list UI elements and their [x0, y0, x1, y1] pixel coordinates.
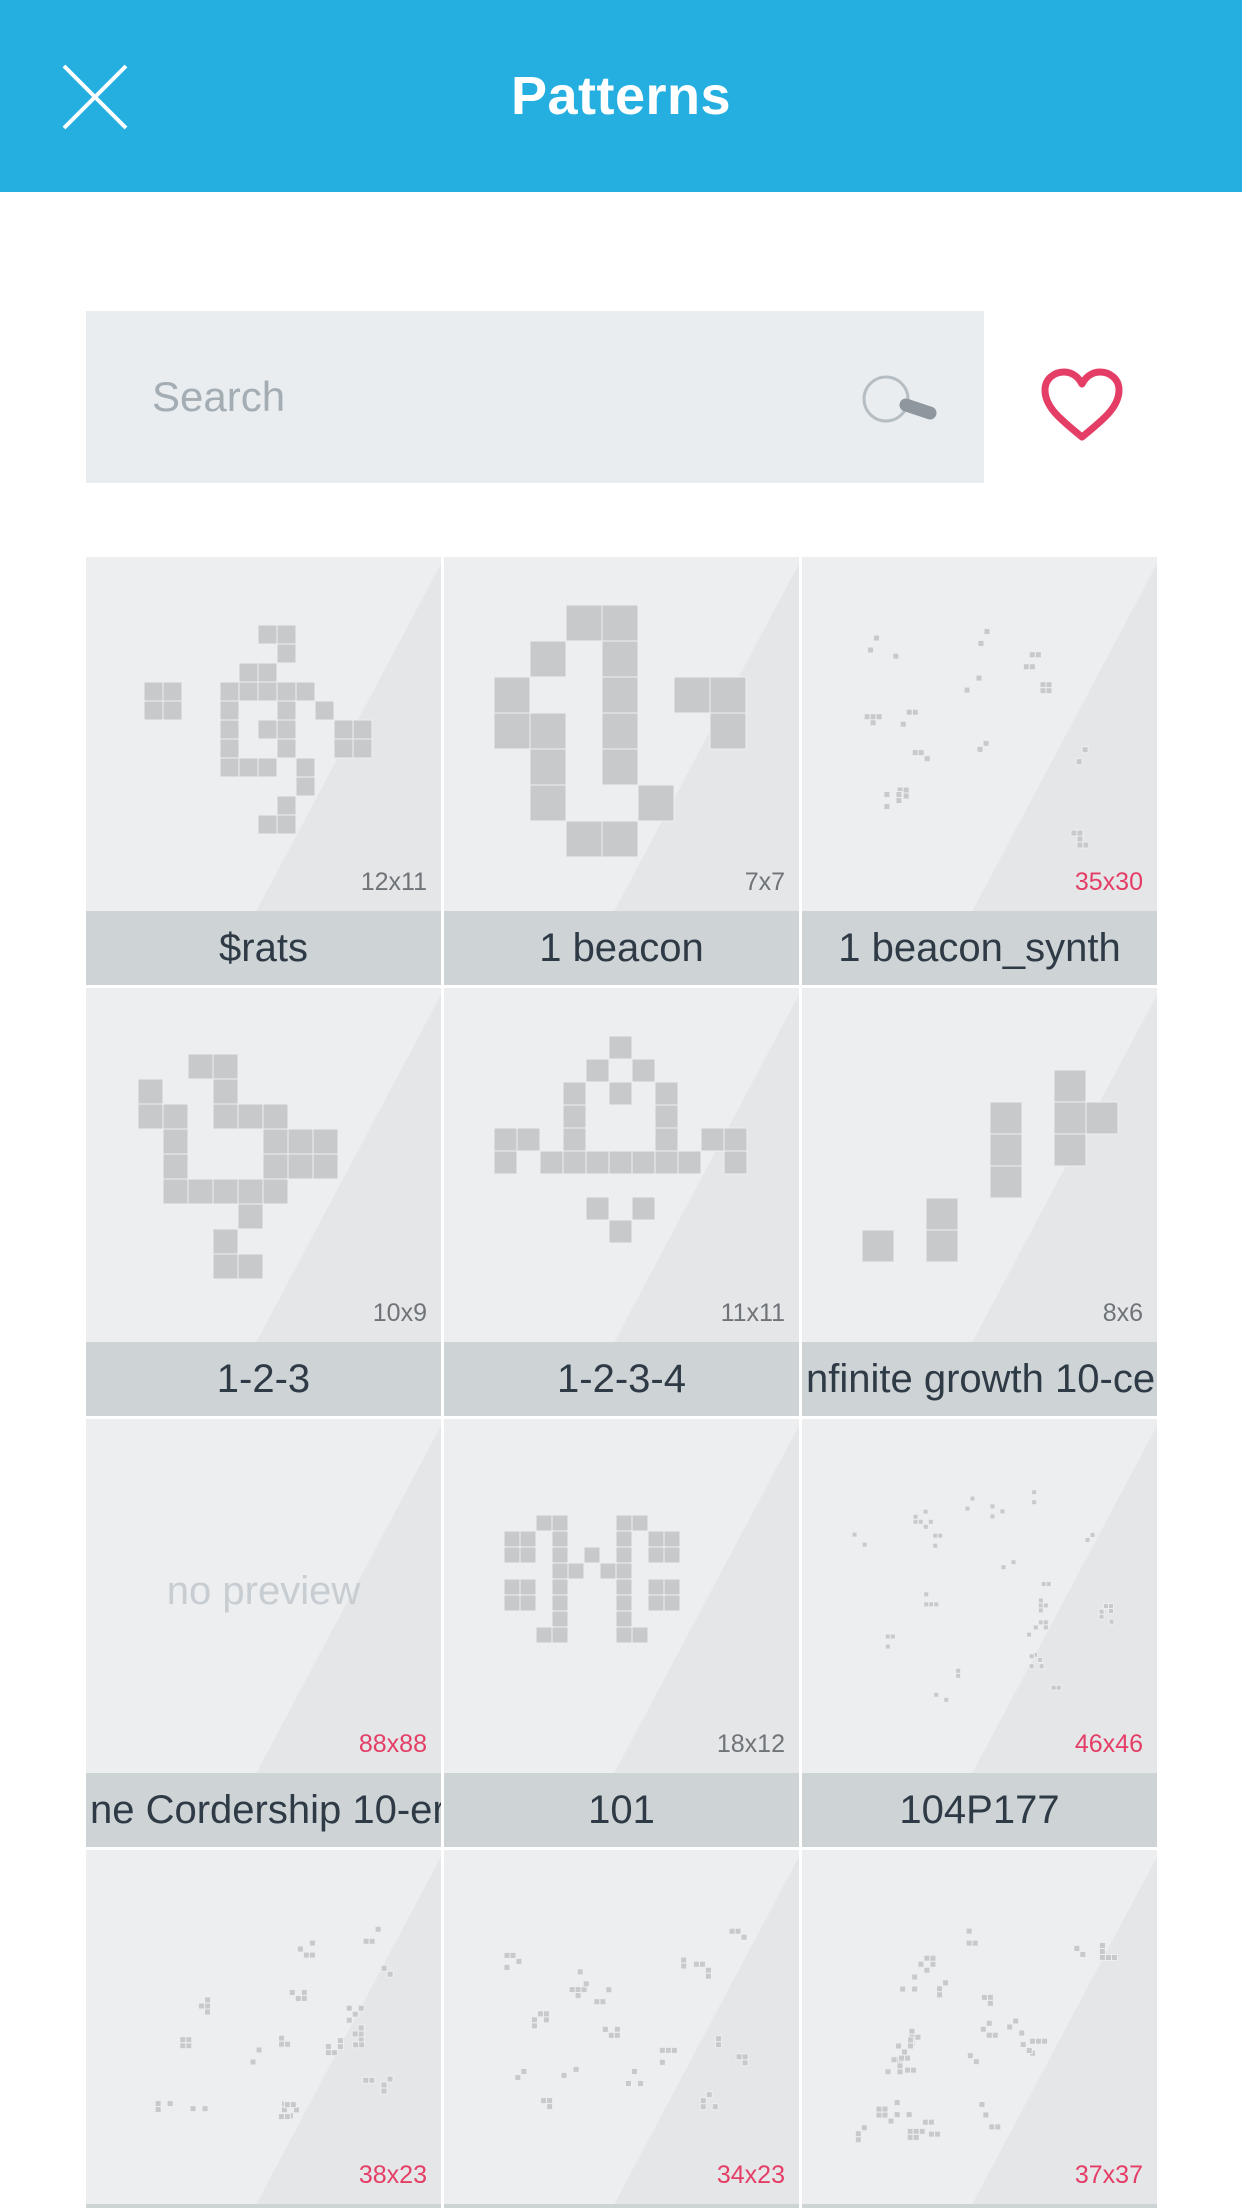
pattern-name: nfinite growth 10-ce — [806, 1357, 1156, 1401]
pattern-cell[interactable]: 38x23 — [86, 1850, 441, 2208]
pattern-thumbnail: 12x11 — [86, 557, 441, 911]
pattern-cell[interactable]: 12x11 $rats — [86, 557, 441, 985]
pattern-name-bar: ne Cordership 10-er — [86, 1773, 441, 1847]
pattern-size-label: 18x12 — [716, 1730, 785, 1758]
pattern-name: 101 — [588, 1788, 655, 1832]
pattern-size-label: 38x23 — [358, 2161, 427, 2189]
pattern-size-label: 35x30 — [1074, 868, 1143, 896]
pattern-thumbnail: 34x23 — [444, 1850, 799, 2204]
no-preview-label: no preview — [166, 1569, 361, 1613]
pattern-name-bar: 1 beacon_synth — [802, 911, 1157, 985]
pattern-name-bar: 1-2-3-4 — [444, 1342, 799, 1416]
pattern-name-bar: 1-2-3 — [86, 1342, 441, 1416]
pattern-preview-image — [854, 1927, 1118, 2144]
pattern-preview-image — [861, 1069, 1119, 1263]
pattern-preview-image — [503, 1514, 681, 1644]
pattern-thumbnail: 7x7 — [444, 557, 799, 911]
page-title: Patterns — [510, 66, 732, 126]
pattern-thumbnail: 10x9 — [86, 988, 441, 1342]
pattern-name: ne Cordership 10-er — [90, 1788, 441, 1832]
pattern-size-label: 34x23 — [716, 2161, 785, 2189]
pattern-name-bar: 104P177 — [802, 1773, 1157, 1847]
pattern-cell[interactable]: no preview 88x88 ne Cordership 10-er — [86, 1419, 441, 1847]
pattern-thumbnail: 46x46 — [802, 1419, 1157, 1773]
pattern-preview-image — [154, 1925, 394, 2121]
pattern-cell[interactable]: 8x6 nfinite growth 10-ce — [802, 988, 1157, 1416]
pattern-thumbnail: 38x23 — [86, 1850, 441, 2204]
search-input[interactable] — [152, 361, 852, 433]
pattern-preview-image — [137, 1053, 339, 1280]
pattern-cell[interactable]: 11x11 1-2-3-4 — [444, 988, 799, 1416]
pattern-name-bar: $rats — [86, 911, 441, 985]
close-icon — [62, 64, 128, 130]
search-icon[interactable] — [860, 371, 944, 427]
pattern-name: $rats — [219, 926, 308, 970]
pattern-name-bar — [86, 2204, 441, 2208]
pattern-name — [444, 2204, 799, 2208]
pattern-size-label: 37x37 — [1074, 2161, 1143, 2189]
pattern-name: 104P177 — [899, 1788, 1060, 1832]
pattern-size-label: 10x9 — [372, 1299, 427, 1327]
pattern-size-label: 88x88 — [358, 1730, 427, 1758]
pattern-cell[interactable]: 18x12 101 — [444, 1419, 799, 1847]
search-box[interactable] — [86, 311, 984, 483]
pattern-thumbnail: no preview 88x88 — [86, 1419, 441, 1773]
pattern-preview-image — [851, 1489, 1115, 1703]
pattern-cell[interactable]: 46x46 104P177 — [802, 1419, 1157, 1847]
pattern-size-label: 46x46 — [1074, 1730, 1143, 1758]
pattern-thumbnail: 35x30 — [802, 557, 1157, 911]
pattern-name — [86, 2204, 441, 2208]
pattern-thumbnail: 8x6 — [802, 988, 1157, 1342]
pattern-preview-image — [503, 1927, 749, 2111]
pattern-thumbnail: 37x37 — [802, 1850, 1157, 2204]
pattern-size-label: 8x6 — [1102, 1299, 1143, 1327]
pattern-name-bar: nfinite growth 10-ce — [802, 1342, 1157, 1416]
pattern-name-bar: 1 beacon — [444, 911, 799, 985]
pattern-grid: 12x11 $rats 7x7 1 beacon 35x30 1 beacon_synth… — [86, 557, 1157, 2208]
pattern-size-label: 11x11 — [720, 1299, 785, 1327]
pattern-name-bar: 101 — [444, 1773, 799, 1847]
pattern-preview-image — [493, 604, 747, 858]
pattern-name — [802, 2204, 1157, 2208]
pattern-thumbnail: 11x11 — [444, 988, 799, 1342]
pattern-name-bar — [444, 2204, 799, 2208]
pattern-thumbnail: 18x12 — [444, 1419, 799, 1773]
pattern-name: 1 beacon_synth — [838, 926, 1121, 970]
pattern-cell[interactable]: 34x23 — [444, 1850, 799, 2208]
pattern-name: 1-2-3 — [216, 1357, 311, 1401]
pattern-cell[interactable]: 10x9 1-2-3 — [86, 988, 441, 1416]
pattern-preview-image — [863, 627, 1090, 849]
pattern-size-label: 12x11 — [360, 868, 427, 896]
pattern-name-bar — [802, 2204, 1157, 2208]
pattern-cell[interactable]: 37x37 — [802, 1850, 1157, 2208]
pattern-name: 1-2-3-4 — [557, 1357, 686, 1401]
app-header: Patterns — [0, 0, 1242, 192]
pattern-name: 1 beacon — [539, 926, 704, 970]
pattern-cell[interactable]: 7x7 1 beacon — [444, 557, 799, 985]
pattern-cell[interactable]: 35x30 1 beacon_synth — [802, 557, 1157, 985]
close-button[interactable] — [56, 58, 134, 136]
pattern-preview-image — [143, 624, 373, 835]
heart-icon[interactable] — [1036, 365, 1128, 445]
pattern-preview-image — [493, 1035, 748, 1244]
pattern-size-label: 7x7 — [744, 868, 785, 896]
